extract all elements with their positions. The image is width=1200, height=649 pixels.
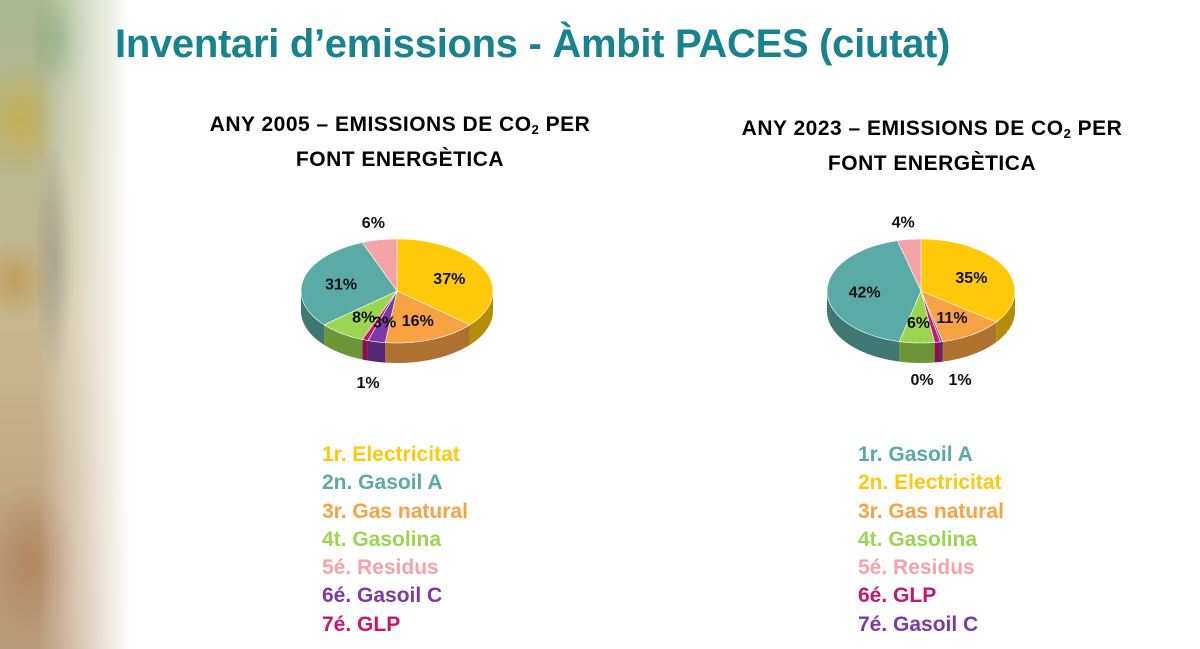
legend-item: 1r. Gasoil A bbox=[858, 443, 973, 466]
chart-title-line2: FONT ENERGÈTICA bbox=[295, 148, 505, 171]
chart-title-text: ANY 2005 – EMISSIONS DE CO bbox=[209, 113, 532, 136]
pie-slice-gasoil-a bbox=[826, 240, 922, 342]
pie-slice-gasoil-c bbox=[920, 290, 944, 343]
legend-2005: 1r. Electricitat 2n. Gasoil A 3r. Gas natu… bbox=[322, 441, 468, 639]
pie-slice-electricitat bbox=[396, 238, 494, 326]
data-label: 35% bbox=[955, 270, 987, 287]
data-label: 0% bbox=[910, 372, 933, 389]
pie-slice-side bbox=[942, 322, 997, 362]
pie-slice-side bbox=[324, 324, 363, 360]
chart-title-subscript: 2 bbox=[531, 122, 540, 137]
pie-slice-side bbox=[940, 341, 943, 362]
pie-slice-glp bbox=[920, 290, 941, 343]
pie-slice-side bbox=[385, 324, 470, 363]
data-label: 6% bbox=[362, 215, 385, 232]
legend-item: 3r. Gas natural bbox=[322, 499, 468, 523]
pie-slice-side bbox=[469, 291, 493, 345]
pie-slice-side bbox=[827, 291, 900, 362]
legend-item: 5é. Residus bbox=[322, 556, 439, 580]
data-label: 3% bbox=[373, 314, 396, 331]
chart-title-2005: ANY 2005 – EMISSIONS DE CO2 PER FONT ENER… bbox=[140, 110, 660, 175]
pie-slice-side bbox=[367, 340, 386, 363]
chart-title-text: ANY 2023 – EMISSIONS DE CO bbox=[741, 117, 1064, 140]
data-label: 16% bbox=[402, 313, 434, 330]
legend-item: 4t. Gasolina bbox=[322, 527, 442, 551]
legend-item: 1r. Electricitat bbox=[322, 443, 460, 466]
data-label: 42% bbox=[849, 284, 881, 301]
legend-item: 2n. Electricitat bbox=[858, 471, 1002, 495]
legend-item: 7é. GLP bbox=[322, 612, 401, 636]
chart-title-2023: ANY 2023 – EMISSIONS DE CO2 PER FONT ENER… bbox=[672, 114, 1192, 179]
legend-item: 7é. Gasoil C bbox=[858, 612, 979, 636]
pie-chart-0: 37% 16% 3% 1% 8% 31% 6% bbox=[300, 215, 494, 392]
legend-item: 3r. Gas natural bbox=[858, 499, 1004, 523]
forest-background-image bbox=[0, 0, 130, 649]
data-label: 1% bbox=[356, 375, 379, 392]
legend-item: 6é. Gasoil C bbox=[322, 584, 443, 608]
data-label: 31% bbox=[325, 276, 357, 293]
legend-item: 6é. GLP bbox=[858, 584, 937, 608]
chart-title-subscript: 2 bbox=[1063, 126, 1072, 141]
page-title: Inventari d’emissions - Àmbit PACES (ciu… bbox=[115, 22, 951, 66]
data-label: 37% bbox=[433, 271, 465, 288]
chart-title-line2: FONT ENERGÈTICA bbox=[827, 152, 1037, 175]
legend-2023: 1r. Gasoil A 2n. Electricitat 3r. Gas natu… bbox=[858, 441, 1004, 639]
chart-title-text: PER bbox=[1071, 117, 1123, 140]
pie-slice-gasolina bbox=[898, 290, 935, 344]
pie-slice-residus bbox=[361, 238, 398, 292]
legend-item: 4t. Gasolina bbox=[858, 527, 978, 551]
pie-slice-side bbox=[899, 341, 935, 363]
pie-slice-gasolina bbox=[323, 290, 398, 340]
pie-chart-1: 35% 11% 0% 1% 6% 42% 4% bbox=[826, 214, 1016, 389]
data-label: 4% bbox=[892, 214, 915, 231]
data-label: 11% bbox=[936, 310, 967, 327]
data-label: 6% bbox=[907, 315, 930, 332]
pie-slice-side bbox=[362, 339, 368, 361]
pie-slice-side bbox=[996, 291, 1015, 343]
chart-title-text: PER bbox=[539, 113, 591, 136]
pie-slice-electricitat bbox=[920, 238, 1016, 323]
pie-slice-side bbox=[934, 341, 941, 363]
legend-item: 5é. Residus bbox=[858, 556, 975, 580]
pie-slice-residus bbox=[897, 238, 922, 292]
data-label: 8% bbox=[352, 309, 375, 326]
pie-slice-side bbox=[301, 291, 325, 345]
pie-slice-gasoil-a bbox=[300, 242, 398, 326]
data-label: 1% bbox=[948, 372, 971, 389]
pie-slice-gas-natural bbox=[920, 290, 997, 342]
legend-item: 2n. Gasoil A bbox=[322, 471, 443, 495]
pie-slice-gas-natural bbox=[384, 290, 471, 344]
